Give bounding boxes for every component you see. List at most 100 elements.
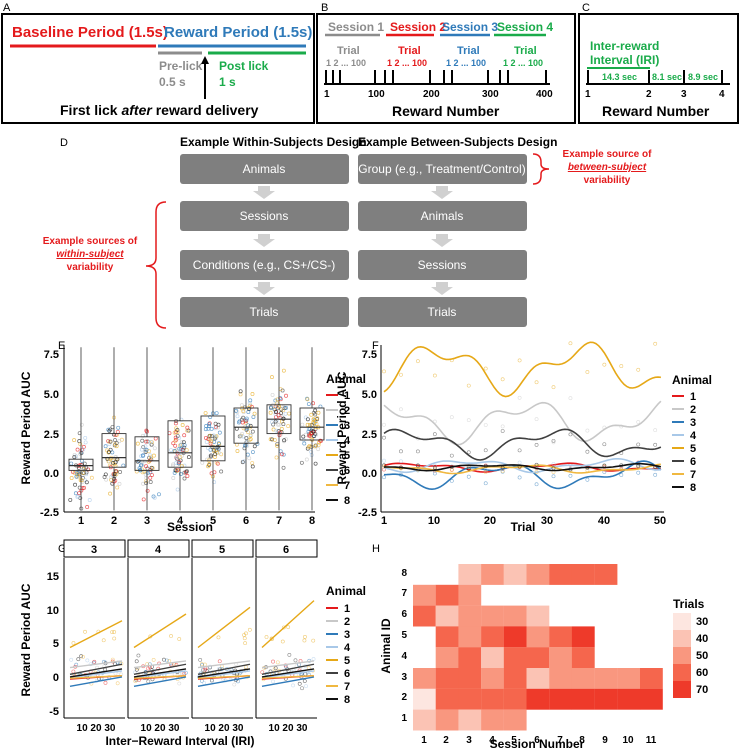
svg-text:1: 1 [78,515,84,527]
svg-text:7: 7 [276,515,282,527]
facet-4: 4 [155,544,162,556]
heatmap-cell [413,688,436,710]
between-box-group: Group (e.g., Treatment/Control) [358,162,525,176]
svg-text:10 20 30: 10 20 30 [77,723,116,734]
within-flow [180,154,527,327]
svg-text:6: 6 [243,515,249,527]
heatmap-cell [571,564,595,585]
panel-g-ylabel: Reward Period AUC [19,583,33,696]
postlick-duration: 1 s [219,75,236,89]
heatmap-cell [571,668,595,689]
svg-text:variability: variability [67,262,114,273]
svg-text:2.5: 2.5 [44,429,59,441]
legend-label: 7 [344,681,350,693]
heatmap-cell [458,564,482,585]
heatmap-cell [458,584,482,606]
panel-h-legend: Trials 30 40 50 60 70 [673,597,708,698]
legend-label: 4 [344,435,351,447]
panel-label-d: D [60,137,68,149]
heatmap-cell [481,564,504,585]
heatmap-cell [594,564,618,585]
heatmap-cell [526,564,550,585]
svg-text:0.0: 0.0 [362,468,377,480]
legend-label: 1 [690,391,696,403]
svg-text:3: 3 [401,672,407,683]
iri-2: 8.1 sec [652,72,682,82]
heatmap-cell [481,688,504,710]
heatmap-cell [503,605,527,627]
svg-text:1: 1 [401,713,407,724]
svg-text:-2.5: -2.5 [40,507,59,519]
svg-text:3: 3 [144,515,150,527]
legend-label: 3 [344,420,350,432]
legend-label: 2 [690,404,696,416]
svg-text:15: 15 [47,571,59,583]
panel-b-frame [316,13,576,124]
between-title: Example Between-Subjects Design [358,135,557,149]
svg-text:1 2 ... 100: 1 2 ... 100 [326,58,366,68]
panel-e-yticks: 7.5 5.0 2.5 0.0 -2.5 [40,349,59,519]
heatmap-cell [435,647,459,669]
within-box-sessions: Sessions [240,209,289,223]
legend-label: 6 [344,465,350,477]
svg-text:-2.5: -2.5 [358,507,377,519]
panel-b-xlabel: Reward Number [392,103,500,119]
svg-text:2: 2 [443,735,449,746]
heatmap-cell [503,709,527,731]
svg-text:Trials: Trials [673,597,705,611]
legend-label: 5 [344,450,350,462]
svg-text:10 20 30: 10 20 30 [141,723,180,734]
heatmap-cell [617,668,641,689]
heatmap-cell [458,605,482,627]
legend-label: 8 [690,482,696,494]
within-box-conditions: Conditions (e.g., CS+/CS-) [193,258,335,272]
svg-text:4: 4 [719,89,725,100]
heatmap-cell [526,605,550,627]
svg-text:50: 50 [696,650,708,662]
heatmap-cell [481,626,504,648]
svg-text:1 2 ... 100: 1 2 ... 100 [446,58,486,68]
svg-text:Trial: Trial [337,45,360,57]
between-box-trials: Trials [428,305,457,319]
svg-text:5: 5 [401,630,407,641]
prelick-label: Pre-lick [159,59,203,73]
heatmap-cell [481,709,504,731]
legend-label: 6 [344,668,350,680]
svg-text:7: 7 [557,735,563,746]
heatmap-cell [526,668,550,689]
heatmap-cell [503,626,527,648]
panel-f-xticks: 1 10 20 30 40 50 [381,515,666,527]
svg-text:-5: -5 [49,706,59,718]
panel-h-xlabel: Session Number [490,737,585,749]
legend-label: 7 [690,469,696,481]
panel-a-frame [1,13,315,124]
heatmap-cell [617,688,641,710]
heatmap-cell [594,688,618,710]
panel-g-yticks: 15 10 5 0 -5 [47,571,59,718]
panel-f-plot [382,341,662,491]
heatmap-cell [571,647,595,669]
svg-text:10: 10 [428,515,440,527]
svg-text:variability: variability [584,175,631,186]
heatmap-cell [435,688,459,710]
panel-h-ylabel: Animal ID [379,618,393,674]
heatmap-cell [526,626,550,648]
panel-g-facets: 3 4 5 6 [63,539,318,558]
svg-text:10 20 30: 10 20 30 [269,723,308,734]
heatmap-cell [526,688,550,710]
session-1-label: Session 1 [328,20,384,34]
session-4-label: Session 4 [497,20,553,34]
panel-e-ylabel: Reward Period AUC [19,371,33,484]
svg-text:Example sources of: Example sources of [43,236,138,247]
svg-text:300: 300 [482,89,499,100]
heatmap-cell [458,709,482,731]
panel-label-c: C [582,2,590,14]
heatmap-cell [481,605,504,627]
svg-text:0: 0 [53,672,59,684]
postlick-label: Post lick [219,59,269,73]
panel-f-yticks: 7.5 5.0 2.5 0.0 -2.5 [358,349,377,519]
legend-label: 5 [690,443,696,455]
panel-label-a: A [3,2,11,14]
svg-text:5.0: 5.0 [44,389,59,401]
